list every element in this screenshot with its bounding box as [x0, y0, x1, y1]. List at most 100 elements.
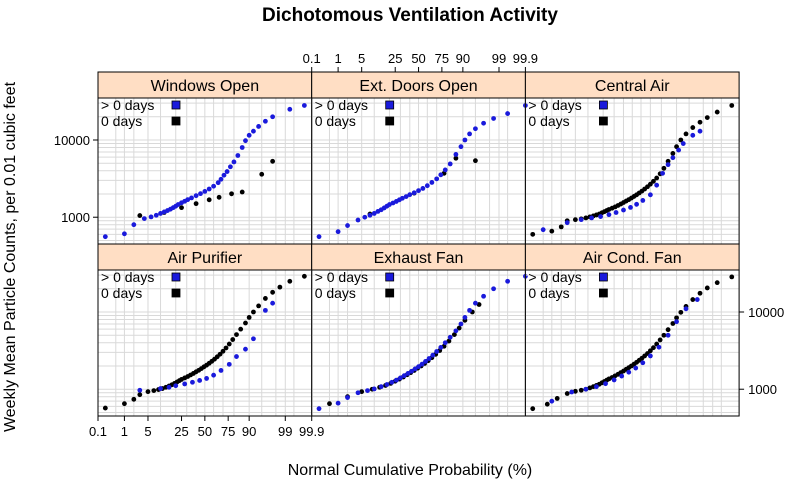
point-positive-days: [473, 126, 478, 132]
point-positive-days: [633, 365, 639, 371]
legend-label: > 0 days: [101, 269, 154, 285]
point-zero-days: [216, 194, 222, 200]
point-positive-days: [434, 349, 440, 354]
point-positive-days: [434, 176, 440, 182]
point-positive-days: [198, 191, 203, 197]
point-positive-days: [197, 378, 203, 383]
point-zero-days: [661, 332, 667, 338]
point-zero-days: [137, 213, 143, 218]
point-positive-days: [173, 383, 179, 389]
point-zero-days: [554, 396, 560, 401]
point-positive-days: [423, 359, 428, 364]
point-positive-days: [215, 180, 221, 186]
point-positive-days: [224, 169, 230, 174]
legend-label: 0 days: [528, 285, 569, 301]
panel-strip: [311, 243, 526, 271]
y-tick-label-right: 1000: [748, 382, 777, 397]
point-positive-days: [621, 207, 626, 213]
point-positive-days: [674, 319, 679, 325]
panel-title: Ext. Doors Open: [359, 78, 477, 95]
point-positive-days: [362, 214, 368, 220]
point-positive-days: [137, 387, 143, 393]
point-zero-days: [657, 337, 663, 343]
point-positive-days: [680, 141, 686, 146]
point-positive-days: [335, 229, 341, 235]
point-zero-days: [223, 345, 229, 351]
point-zero-days: [654, 175, 660, 181]
panel-border: [524, 269, 740, 417]
point-positive-days: [626, 369, 632, 375]
point-positive-days: [416, 188, 421, 194]
point-positive-days: [367, 212, 373, 218]
point-zero-days: [226, 341, 232, 347]
x-tick-label-top: 25: [388, 51, 402, 66]
point-positive-days: [221, 172, 227, 178]
point-positive-days: [430, 352, 436, 358]
x-tick-label-bottom: 99: [278, 424, 292, 439]
point-zero-days: [246, 315, 252, 320]
x-tick-label-bottom: 90: [242, 424, 256, 439]
point-positive-days: [598, 214, 603, 219]
point-positive-days: [606, 212, 612, 218]
point-positive-days: [594, 384, 599, 390]
point-positive-days: [611, 377, 617, 383]
point-positive-days: [628, 205, 633, 210]
point-positive-days: [407, 192, 413, 198]
legend-label: > 0 days: [315, 269, 368, 285]
point-positive-days: [122, 231, 127, 237]
point-zero-days: [229, 191, 234, 197]
x-tick-label-bottom: 50: [198, 424, 212, 439]
point-positive-days: [426, 356, 432, 361]
point-zero-days: [473, 158, 478, 164]
point-zero-days: [714, 280, 720, 286]
point-positive-days: [246, 132, 252, 138]
point-zero-days: [145, 389, 151, 395]
point-positive-days: [378, 384, 384, 390]
x-tick-label-bottom: 99.9: [299, 424, 324, 439]
point-positive-days: [481, 293, 486, 299]
point-positive-days: [549, 398, 555, 404]
point-zero-days: [217, 351, 223, 357]
point-zero-days: [558, 224, 564, 230]
point-zero-days: [678, 309, 684, 315]
x-tick-label-top: 0.1: [303, 51, 321, 66]
point-zero-days: [564, 391, 570, 396]
point-positive-days: [189, 195, 194, 201]
point-zero-days: [137, 392, 143, 398]
x-tick-label-top: 1: [334, 51, 341, 66]
point-zero-days: [359, 389, 365, 395]
x-tick-label-bottom: 5: [144, 424, 151, 439]
point-positive-days: [401, 373, 407, 379]
point-positive-days: [153, 212, 159, 218]
legend-swatch: [171, 100, 181, 110]
point-positive-days: [365, 388, 370, 393]
point-positive-days: [158, 386, 163, 391]
point-zero-days: [683, 131, 689, 137]
point-positive-days: [429, 180, 435, 185]
point-positive-days: [409, 368, 414, 374]
chart-title: Dichotomous Ventilation Activity: [262, 5, 558, 26]
point-positive-days: [316, 406, 322, 412]
point-positive-days: [656, 344, 662, 350]
point-zero-days: [665, 158, 671, 164]
panel-strip: [97, 71, 313, 99]
point-positive-days: [405, 371, 411, 376]
point-zero-days: [131, 396, 137, 402]
point-positive-days: [634, 201, 639, 207]
point-positive-days: [453, 152, 459, 157]
point-positive-days: [583, 386, 589, 392]
legend-label: 0 days: [101, 113, 142, 129]
point-zero-days: [476, 302, 482, 307]
legend-label: > 0 days: [315, 97, 368, 113]
point-positive-days: [131, 222, 137, 228]
point-zero-days: [277, 284, 283, 290]
point-positive-days: [251, 128, 256, 134]
point-positive-days: [447, 334, 453, 340]
y-axis-label: Weekly Mean Particle Counts, per 0.01 cu…: [2, 81, 19, 432]
point-positive-days: [683, 306, 689, 312]
point-zero-days: [220, 348, 226, 354]
